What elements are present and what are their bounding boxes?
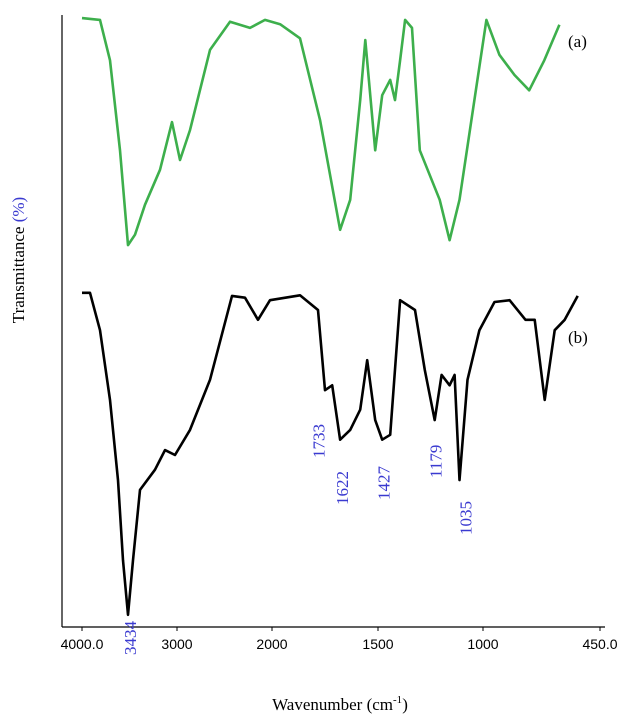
x-tick-label: 2000 <box>256 636 287 652</box>
peak-label: 1733 <box>310 424 329 458</box>
x-axis-label: Wavenumber (cm-1) <box>272 694 408 714</box>
x-label-text: Wavenumber (cm <box>272 695 393 714</box>
x-label-sup: -1 <box>393 694 402 706</box>
spectrum-line <box>81 16 561 247</box>
peak-label: 1622 <box>333 471 352 505</box>
series-label: (b) <box>568 328 588 347</box>
x-tick-label: 4000.0 <box>61 636 104 652</box>
x-tick-label: 450.0 <box>582 636 617 652</box>
peak-label: 1035 <box>457 501 476 535</box>
x-tick-label: 1000 <box>467 636 498 652</box>
x-tick-label: 1500 <box>362 636 393 652</box>
y-label-unit: (%) <box>9 197 28 222</box>
y-axis-label: Transmittance (%) <box>9 197 28 323</box>
peak-label: 3434 <box>121 621 140 656</box>
x-tick-label: 3000 <box>161 636 192 652</box>
y-label-text: Transmittance <box>9 227 28 324</box>
peak-label: 1427 <box>374 466 393 501</box>
spectrum-line <box>82 291 579 617</box>
x-label-end: ) <box>402 695 408 714</box>
peak-label: 1179 <box>426 445 445 478</box>
series-label: (a) <box>568 32 587 51</box>
